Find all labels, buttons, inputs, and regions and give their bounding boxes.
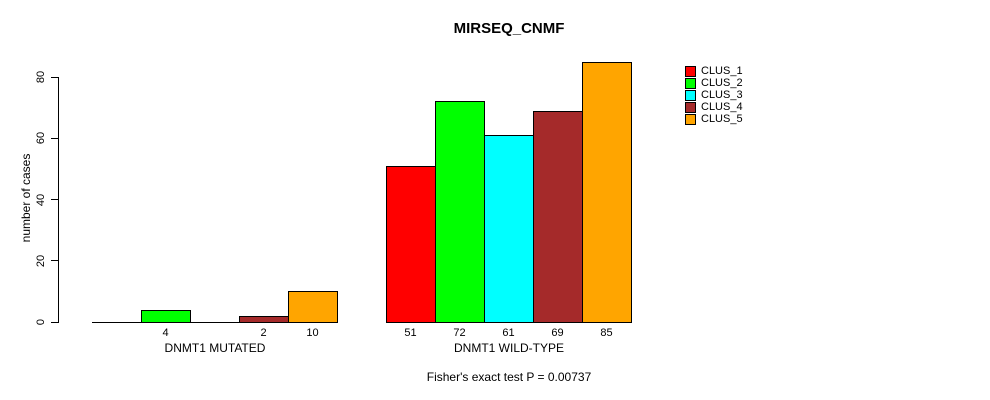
legend-label: CLUS_1 (701, 65, 743, 77)
y-tick-label: 60 (35, 132, 47, 145)
bar-value-label: 10 (306, 327, 319, 339)
legend-swatch-icon (685, 78, 696, 89)
bar-clus_4-group1 (239, 316, 289, 323)
y-tick-label: 20 (35, 254, 47, 267)
legend-swatch-icon (685, 114, 696, 125)
legend-swatch-icon (685, 90, 696, 101)
bar-value-label: 4 (162, 327, 169, 339)
bar-value-label: 85 (600, 327, 613, 339)
x-axis-baseline (92, 322, 338, 323)
bar-clus_4-group2 (533, 111, 583, 323)
bar-clus_3-group2 (484, 135, 534, 323)
y-tick-label: 0 (35, 318, 47, 326)
legend-label: CLUS_3 (701, 89, 743, 101)
y-tick-mark (51, 76, 58, 78)
legend-swatch-icon (685, 66, 696, 77)
bar-value-label: 2 (260, 327, 267, 339)
bar-value-label: 61 (502, 327, 515, 339)
legend-label: CLUS_5 (701, 113, 743, 125)
y-tick-mark (51, 321, 58, 323)
bar-value-label: 51 (404, 327, 417, 339)
y-axis-line (58, 77, 59, 323)
bar-clus_2-group1 (141, 310, 191, 323)
legend-item-clus_5: CLUS_5 (685, 113, 795, 126)
legend-item-clus_2: CLUS_2 (685, 77, 795, 90)
fisher-test-annotation: Fisher's exact test P = 0.00737 (426, 370, 592, 384)
y-tick-mark (51, 199, 58, 200)
legend-label: CLUS_4 (701, 101, 743, 113)
legend-item-clus_4: CLUS_4 (685, 101, 795, 114)
bar-clus_1-group2 (386, 166, 436, 323)
bar-clus_5-group1 (288, 291, 338, 323)
legend-swatch-icon (685, 102, 696, 113)
y-tick-label: 80 (35, 70, 47, 84)
bar-clus_2-group2 (435, 101, 485, 323)
bar-value-label: 69 (551, 327, 564, 339)
chart-title: MIRSEQ_CNMF (453, 20, 565, 37)
bar-value-label: 72 (453, 327, 466, 339)
legend-item-clus_3: CLUS_3 (685, 89, 795, 102)
group-label-dnmt1-wild-type: DNMT1 WILD-TYPE (453, 341, 565, 355)
bar-clus_5-group2 (582, 62, 632, 323)
y-tick-label: 40 (35, 193, 47, 206)
y-tick-mark (51, 137, 58, 139)
legend: CLUS_1 CLUS_2 CLUS_3 CLUS_4 CLUS_5 (685, 65, 795, 126)
legend-item-clus_1: CLUS_1 (685, 65, 795, 78)
y-axis-label: number of cases (19, 153, 33, 243)
legend-label: CLUS_2 (701, 77, 743, 89)
group-label-dnmt1-mutated: DNMT1 MUTATED (164, 341, 266, 355)
y-tick-mark (51, 260, 58, 262)
